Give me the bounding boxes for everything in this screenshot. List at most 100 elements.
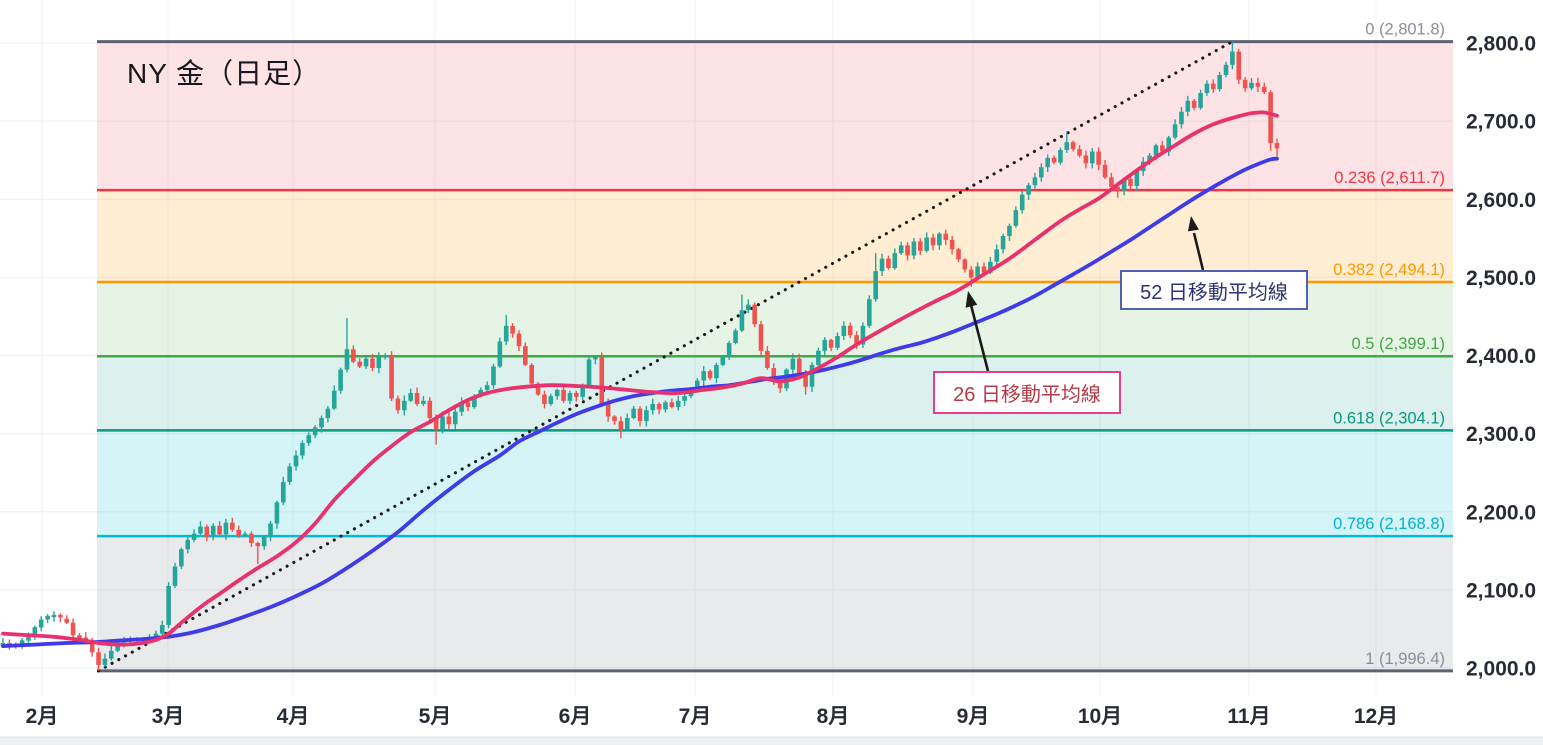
fib-level-label: 0.382 (2,494.1) [1333, 261, 1445, 279]
candle-down [529, 364, 535, 384]
candle-up [1185, 100, 1191, 112]
candle-up [873, 271, 878, 300]
candle-up [344, 349, 350, 370]
candle-up [312, 427, 318, 436]
candle-down [249, 533, 254, 544]
candle-up [102, 658, 108, 665]
candle-up [548, 396, 554, 404]
candle-down [433, 418, 439, 429]
candle-up [287, 466, 292, 483]
candle-up [816, 350, 821, 365]
candle-up [26, 635, 31, 641]
candle-down [1109, 177, 1114, 187]
chart-title: NY 金（日足） [127, 58, 322, 89]
candle-down [1096, 151, 1101, 165]
fib-level-label: 0.618 (2,304.1) [1333, 409, 1445, 427]
ma26-arrow-shaft [969, 304, 990, 372]
candle-up [988, 261, 993, 273]
candle-down [96, 652, 101, 665]
candle-up [19, 640, 25, 647]
ma26-arrow-head [965, 291, 978, 308]
candle-down [1083, 155, 1089, 164]
candle-up [331, 390, 337, 409]
x-axis-label: 6月 [559, 705, 592, 728]
candle-up [644, 410, 649, 422]
candle-down [618, 421, 624, 430]
candle-up [975, 266, 980, 278]
candle-down [427, 400, 433, 418]
candle-up [363, 358, 369, 367]
fib-band [97, 356, 1453, 431]
candle-down [1077, 149, 1082, 156]
ma26-line [1, 110, 1279, 647]
candle-up [1064, 142, 1070, 151]
candle-up [745, 304, 751, 311]
y-axis-label: 2,600.0 [1466, 189, 1536, 212]
candle-up [994, 249, 1000, 262]
candle-up [1172, 124, 1178, 138]
candle-down [1051, 157, 1057, 163]
candle-up [1204, 83, 1210, 94]
ma26-annotation-text: 26 日移動平均線 [953, 384, 1101, 406]
candle-up [733, 330, 738, 343]
candle-down [605, 403, 611, 417]
candle-up [115, 644, 120, 651]
candle-up [293, 455, 299, 467]
candle-down [796, 358, 802, 375]
candle-up [1032, 177, 1038, 186]
candle-down [1115, 186, 1121, 191]
candle-up [1223, 64, 1229, 76]
candle-up [319, 418, 324, 428]
candle-up [631, 408, 636, 419]
candle-down [758, 324, 764, 351]
candle-up [198, 526, 203, 534]
candle-up [338, 369, 343, 391]
candle-down [1211, 83, 1216, 90]
x-axis-label: 5月 [419, 705, 452, 728]
candle-down [962, 259, 968, 270]
candle-up [726, 343, 732, 358]
candle-up [1039, 167, 1044, 178]
fib-band [97, 536, 1453, 671]
x-axis-label: 4月 [277, 705, 310, 728]
candle-up [1198, 93, 1203, 108]
candle-down [847, 325, 853, 336]
candle-up [484, 385, 490, 390]
candle-down [637, 408, 643, 422]
candle-up [554, 389, 560, 397]
candle-up [382, 355, 388, 358]
candle-down [58, 614, 63, 618]
candle-up [1153, 145, 1159, 156]
candle-down [395, 398, 401, 411]
candle-down [1128, 178, 1133, 186]
candle-down [414, 393, 420, 404]
candle-up [108, 650, 114, 659]
candle-up [1166, 137, 1172, 152]
candle-down [949, 239, 955, 250]
candle-down [765, 350, 770, 368]
ma52-annotation-label[interactable]: 52 日移動平均線 [1120, 270, 1308, 310]
candle-down [956, 249, 961, 260]
candle-up [911, 241, 917, 256]
candle-down [255, 543, 261, 547]
candle-up [898, 245, 904, 254]
candle-down [389, 355, 394, 399]
candle-up [879, 258, 885, 272]
ma26-annotation-label[interactable]: 26 日移動平均線 [933, 371, 1121, 414]
candle-down [854, 335, 859, 345]
y-axis-label: 2,300.0 [1466, 423, 1536, 446]
candle-up [1179, 111, 1184, 125]
candle-up [172, 566, 178, 586]
candle-down [752, 304, 757, 325]
candle-up [472, 396, 477, 408]
x-axis-label: 12月 [1354, 705, 1398, 728]
x-axis-label: 9月 [957, 705, 990, 728]
candle-up [503, 325, 509, 342]
candle-up [650, 403, 656, 411]
fib-level-label: 0.236 (2,611.7) [1334, 169, 1445, 187]
candle-up [32, 627, 38, 636]
candle-up [1019, 194, 1025, 211]
candle-up [242, 533, 248, 536]
candle-up [822, 339, 828, 351]
